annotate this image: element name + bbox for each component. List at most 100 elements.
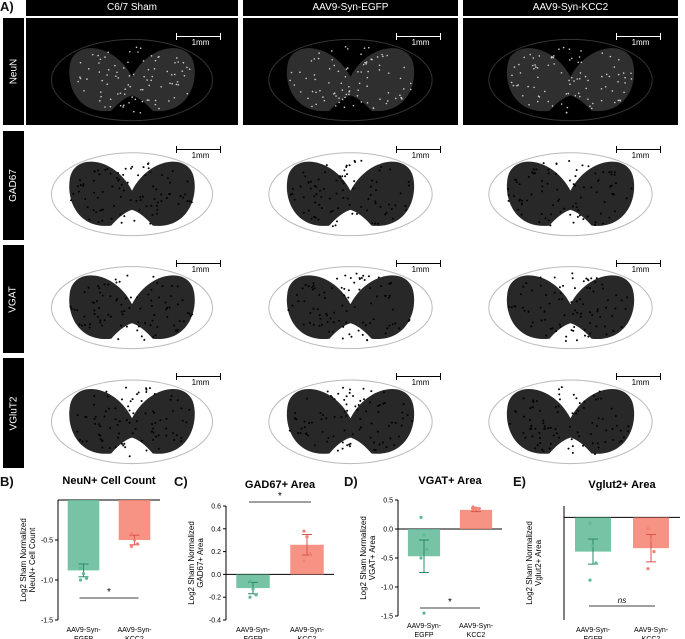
- bar-1: [67, 500, 100, 571]
- data-point: [474, 506, 478, 510]
- x-tick-label-line: EGFP: [74, 636, 93, 639]
- spinal-cord-section: [50, 152, 214, 237]
- y-tick-label: -1.5: [381, 614, 393, 621]
- row-label-vglut2: VGluT2: [3, 358, 24, 468]
- scale-bar-label: 1mm: [411, 38, 430, 47]
- y-tick-label: -0.2: [209, 595, 221, 602]
- spinal-cord-section: [488, 266, 653, 350]
- significance-label: *: [278, 491, 282, 502]
- y-tick-label: 0.2: [211, 549, 221, 556]
- y-axis-label: Log2 Sham NormalizedGAD67+ Area: [187, 521, 205, 605]
- data-point: [305, 535, 309, 539]
- data-point: [422, 611, 426, 615]
- data-point: [419, 556, 423, 560]
- data-point: [646, 527, 650, 531]
- x-tick-label-line: EGFP: [583, 636, 602, 639]
- row-label-text: VGluT2: [8, 396, 19, 430]
- scale-bar-label: 1mm: [631, 38, 650, 47]
- column-header-2: AAV9-Syn-EGFP: [243, 0, 458, 16]
- scale-bar: [616, 260, 661, 270]
- scale-bar-label: 1mm: [411, 378, 430, 387]
- data-point: [649, 538, 653, 542]
- y-tick-label: 0.5: [383, 498, 393, 505]
- scale-bar-label: 1mm: [631, 151, 650, 160]
- panel-c-letter: C): [174, 474, 188, 489]
- x-tick-label-line: KCC2: [467, 632, 486, 639]
- chart-title: Vglut2+ Area: [588, 479, 656, 491]
- data-point: [78, 566, 83, 570]
- scale-bar-label: 1mm: [191, 265, 210, 274]
- y-axis-label: Log2 Sham NormalizedVGAT+ Area: [359, 516, 377, 600]
- column-header-1: C6/7 Sham: [26, 0, 238, 16]
- y-tick-label: -0.5: [41, 538, 53, 545]
- x-tick-label-line: EGFP: [243, 636, 262, 639]
- y-axis-label: Log2 Sham NormalizedNeuN+ Cell Count: [19, 518, 37, 602]
- data-point: [588, 521, 592, 525]
- data-point: [302, 529, 306, 533]
- row-label-gad67: GAD67: [3, 131, 24, 240]
- data-point: [588, 578, 592, 582]
- y-axis-label-line: Log2 Sham Normalized: [19, 518, 28, 602]
- bar-2: [459, 509, 493, 529]
- data-point: [302, 559, 306, 563]
- x-tick-label-line: AAV9-Syn-: [576, 627, 611, 634]
- y-tick-label: -0.5: [381, 556, 393, 563]
- significance-label: ns: [618, 596, 626, 605]
- spinal-cord-section: [268, 152, 433, 237]
- bar-2: [118, 500, 151, 540]
- x-tick-label: AAV9-Syn- KCC2: [290, 627, 325, 639]
- scale-bar: [176, 146, 221, 156]
- micrograph-neun-3: 1mm: [463, 18, 678, 125]
- y-axis-label-line: NeuN+ Cell Count: [28, 527, 37, 592]
- row-label-text: GAD67: [8, 169, 20, 202]
- x-tick-label-line: AAV9-Syn-: [459, 623, 494, 630]
- data-point: [254, 593, 258, 597]
- y-tick-label: 0.0: [211, 572, 221, 579]
- x-tick-label: AAV9-Syn- EGFP: [66, 627, 101, 639]
- row-label-text: NeuN: [8, 58, 20, 85]
- scale-bar: [616, 33, 661, 43]
- y-axis-label: Log2 Sham NormalizedVglut2+ Area: [525, 521, 543, 605]
- scale-bar-label: 1mm: [411, 265, 430, 274]
- scale-bar: [616, 373, 661, 383]
- micrograph-gad67-1: 1mm: [26, 131, 238, 240]
- x-tick-label: AAV9-Syn- EGFP: [236, 627, 271, 639]
- spinal-cord-section: [488, 38, 653, 122]
- x-tick-label-line: KCC2: [642, 636, 661, 639]
- data-point: [308, 552, 312, 556]
- significance-label: *: [107, 587, 111, 598]
- x-tick-label: AAV9-Syn- KCC2: [117, 627, 152, 639]
- scale-bar-label: 1mm: [191, 378, 210, 387]
- micrograph-neun-1: 1mm: [26, 18, 238, 125]
- y-tick-label: -0.4: [209, 618, 221, 625]
- x-tick-label: AAV9-Syn- EGFP: [576, 627, 611, 639]
- scale-bar-label: 1mm: [631, 265, 650, 274]
- data-point: [646, 567, 650, 571]
- x-tick-label-line: KCC2: [125, 636, 144, 639]
- data-point: [135, 542, 140, 546]
- micrograph-gad67-2: 1mm: [243, 131, 458, 240]
- x-tick-label-line: AAV9-Syn-: [117, 627, 152, 634]
- data-point: [248, 579, 252, 583]
- x-tick-label-line: AAV9-Syn-: [236, 627, 271, 634]
- scale-bar: [176, 260, 221, 270]
- panel-b-letter: B): [0, 474, 14, 489]
- y-tick-label: -1.5: [41, 618, 53, 625]
- data-point: [419, 515, 423, 519]
- x-tick-label: AAV9-Syn- EGFP: [407, 623, 442, 639]
- x-tick-label-line: AAV9-Syn-: [290, 627, 325, 634]
- data-point: [652, 550, 656, 554]
- data-point: [248, 595, 252, 599]
- data-point: [251, 587, 255, 591]
- row-label-neun: NeuN: [3, 18, 24, 125]
- scale-bar: [396, 373, 441, 383]
- y-axis-label-line: Vglut2+ Area: [534, 539, 543, 586]
- chart-title: NeuN+ Cell Count: [62, 475, 156, 487]
- data-point: [594, 561, 598, 565]
- y-axis-label-line: Log2 Sham Normalized: [359, 516, 368, 600]
